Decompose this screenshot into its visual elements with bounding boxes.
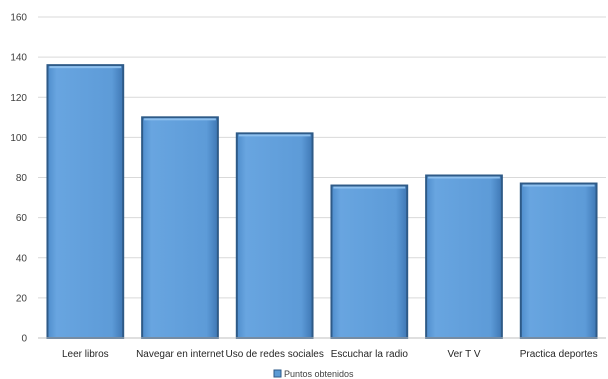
bar bbox=[141, 116, 219, 339]
y-tick-label: 140 bbox=[10, 53, 27, 64]
y-tick-label: 20 bbox=[16, 293, 28, 304]
gridlines bbox=[38, 16, 606, 299]
bar bbox=[425, 174, 503, 339]
x-category-label: Practica deportes bbox=[520, 349, 598, 360]
y-tick-label: 100 bbox=[10, 133, 27, 144]
bar bbox=[519, 182, 598, 339]
y-tick-label: 80 bbox=[16, 173, 28, 184]
x-category-label: Leer libros bbox=[62, 349, 109, 360]
x-category-label: Uso de redes sociales bbox=[225, 349, 323, 360]
x-category-label: Navegar en internet bbox=[136, 349, 224, 360]
legend-label: Puntos obtenidos bbox=[284, 369, 354, 379]
bar-highlight bbox=[522, 184, 595, 187]
legend: Puntos obtenidos bbox=[273, 369, 354, 379]
bar-highlight bbox=[238, 134, 311, 137]
x-category-label: Escuchar la radio bbox=[331, 349, 409, 360]
bar-highlight bbox=[428, 176, 500, 179]
bar-highlight bbox=[144, 118, 216, 121]
x-category-label: Ver T V bbox=[448, 349, 481, 360]
bar bbox=[330, 184, 409, 339]
y-tick-label: 0 bbox=[21, 334, 27, 345]
bar-highlight bbox=[333, 186, 406, 189]
y-tick-label: 160 bbox=[10, 13, 27, 24]
y-tick-label: 60 bbox=[16, 213, 28, 224]
x-axis-labels: Leer libros Navegar en internet Uso de red… bbox=[62, 349, 598, 360]
bars bbox=[46, 64, 598, 340]
y-tick-label: 120 bbox=[10, 93, 27, 104]
bar bbox=[46, 64, 125, 340]
bar bbox=[235, 132, 314, 339]
legend-swatch bbox=[273, 369, 282, 378]
y-tick-label: 40 bbox=[16, 253, 28, 264]
bar-highlight bbox=[49, 66, 122, 69]
y-axis-ticks: 0 20 40 60 80 100 120 140 160 bbox=[10, 13, 27, 345]
